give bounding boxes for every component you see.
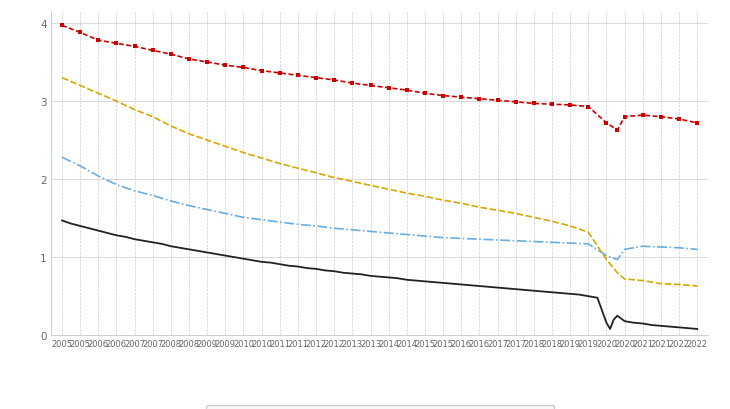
Legend: 10 euros, 20 euros, 50 euros, Total: 10 euros, 20 euros, 50 euros, Total <box>206 405 553 409</box>
